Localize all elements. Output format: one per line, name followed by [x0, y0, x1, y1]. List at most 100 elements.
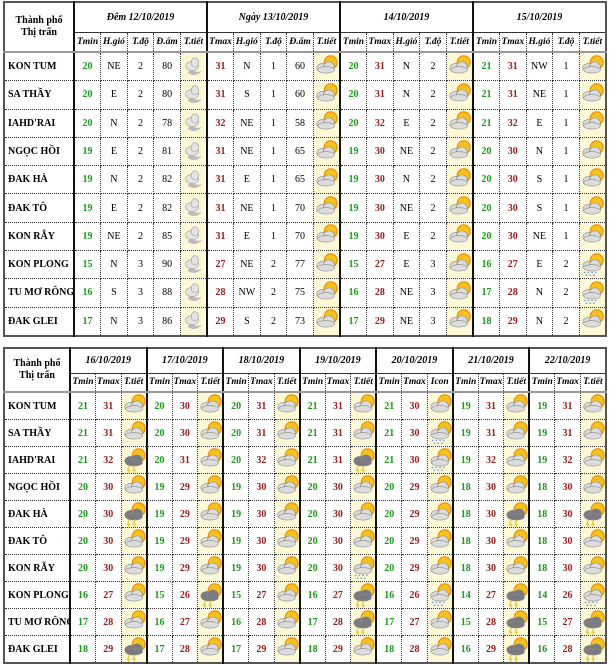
- partly-cloudy-icon: [200, 448, 222, 467]
- tmin-cell: 15: [451, 608, 479, 636]
- tmax-cell: 28: [401, 635, 428, 664]
- weather-cell: [503, 391, 530, 420]
- partly-cloudy-icon: [430, 529, 452, 548]
- city-name: SA THẦY: [3, 419, 71, 447]
- value-cell: N: [392, 51, 421, 82]
- column-header: Tmin: [528, 372, 556, 393]
- tmin-cell: 18: [528, 500, 556, 528]
- weather-cell: [350, 500, 377, 528]
- column-header: Tmax: [554, 372, 581, 393]
- column-header: T.độ: [126, 31, 155, 53]
- weather-cell: [503, 419, 530, 447]
- partly-cloudy-icon: [316, 252, 338, 271]
- tmax-cell: 31: [554, 391, 581, 420]
- weather-cell: [312, 136, 341, 167]
- tmin-cell: 19: [145, 554, 173, 582]
- date-header: Đêm 12/10/2019: [73, 1, 208, 33]
- night-cloud-icon: [185, 311, 203, 330]
- partly-cloudy-icon: [200, 637, 222, 656]
- column-header: T.tiết: [445, 31, 474, 53]
- city-name: IAHD'RAI: [3, 446, 71, 474]
- thunderstorm-icon: [353, 448, 375, 473]
- thunderstorm-icon: [124, 637, 146, 662]
- tmin-cell: 19: [73, 221, 102, 252]
- city-name: ĐAK GLEI: [3, 635, 71, 664]
- partly-cloudy-icon: [316, 196, 338, 215]
- partly-cloudy-icon: [449, 252, 471, 271]
- value-cell: 78: [153, 108, 181, 138]
- table-row: IAHD'RAI 21 32 20 31 20 32 21 31 21 30 19 32 19 32: [3, 446, 607, 474]
- value-cell: 1: [259, 80, 288, 110]
- night-cloud-icon: [185, 85, 203, 103]
- partly-cloudy-icon: [582, 309, 604, 328]
- weather-cell: [273, 391, 301, 420]
- value-cell: S: [525, 165, 554, 195]
- city-header: Thành phố Thị trấn: [3, 347, 71, 393]
- weather-cell: [578, 306, 607, 337]
- weather-cell: [445, 108, 474, 138]
- column-header: T.tiết: [312, 31, 341, 53]
- date-header: 22/10/2019: [528, 347, 607, 374]
- tmin-cell: 19: [338, 165, 368, 195]
- tmin-cell: 20: [375, 527, 403, 555]
- tmin-cell: 16: [69, 581, 97, 609]
- table-row: ĐAK TÔ 20 30 19 29 19 30 20 30 20 29 18 30 18 30: [3, 527, 607, 555]
- table-row: NGỌC HỒI 19 E 2 81 31 NE 1 65 19 30 NE 2 20 30 N 1: [3, 136, 607, 167]
- tmax-cell: 30: [477, 500, 505, 528]
- tmax-cell: 29: [171, 527, 199, 555]
- tmax-cell: 31: [366, 80, 394, 110]
- weather-cell: [197, 500, 224, 528]
- value-cell: 2: [126, 80, 155, 110]
- tmin-cell: 19: [338, 136, 368, 167]
- weather-cell: [197, 391, 224, 420]
- weather-cell: [273, 446, 301, 474]
- weather-cell: [312, 80, 341, 110]
- partly-cloudy-icon: [200, 556, 222, 575]
- partly-cloudy-icon: [506, 448, 529, 467]
- thunderstorm-icon: [124, 448, 146, 473]
- city-name: KON RẪY: [3, 221, 75, 252]
- value-cell: N: [525, 278, 554, 308]
- tmax-cell: 31: [205, 80, 235, 110]
- tmin-cell: 20: [338, 108, 368, 138]
- value-cell: 2: [552, 306, 580, 337]
- partly-cloudy-icon: [353, 475, 375, 494]
- weather-cell: [312, 108, 341, 138]
- column-header: T.độ: [259, 31, 288, 53]
- weather-cell: [578, 51, 607, 82]
- tmin-cell: 19: [528, 419, 556, 447]
- weather-cell: [350, 391, 377, 420]
- partly-cloudy-icon: [353, 394, 375, 413]
- tmax-cell: 28: [499, 278, 527, 308]
- tmin-cell: 15: [528, 608, 556, 636]
- partly-cloudy-icon: [582, 139, 604, 158]
- partly-cloudy-icon: [449, 309, 471, 328]
- column-header: Tmax: [171, 372, 199, 393]
- tmax-cell: 29: [401, 500, 428, 528]
- partly-cloudy-icon: [449, 168, 471, 187]
- weather-cell: [503, 446, 530, 474]
- rain-icon: [583, 583, 605, 607]
- city-name: ĐAK TÔ: [3, 193, 75, 223]
- value-cell: NW: [525, 51, 554, 82]
- tmin-cell: 21: [298, 446, 326, 474]
- value-cell: NE: [100, 51, 128, 82]
- weather-cell: [197, 446, 224, 474]
- table-row: SA THẦY 20 E 2 80 31 S 1 60 20 31 N 2 21 31 NE 1: [3, 80, 607, 110]
- tmin-cell: 19: [338, 221, 368, 252]
- partly-cloudy-icon: [583, 556, 605, 575]
- value-cell: NE: [392, 306, 421, 337]
- tmax-cell: 31: [477, 419, 505, 447]
- tmin-cell: 20: [471, 221, 500, 252]
- weather-cell: [350, 473, 377, 501]
- value-cell: E: [100, 136, 128, 167]
- tmin-cell: 16: [471, 249, 500, 280]
- tmin-cell: 20: [471, 136, 500, 167]
- column-header: Tmin: [69, 372, 97, 393]
- thunderstorm-icon: [506, 610, 529, 635]
- weather-cell: [445, 306, 474, 337]
- tmax-cell: 31: [95, 391, 122, 420]
- tmin-cell: 21: [298, 419, 326, 447]
- tmax-cell: 30: [95, 527, 122, 555]
- value-cell: 86: [153, 306, 181, 337]
